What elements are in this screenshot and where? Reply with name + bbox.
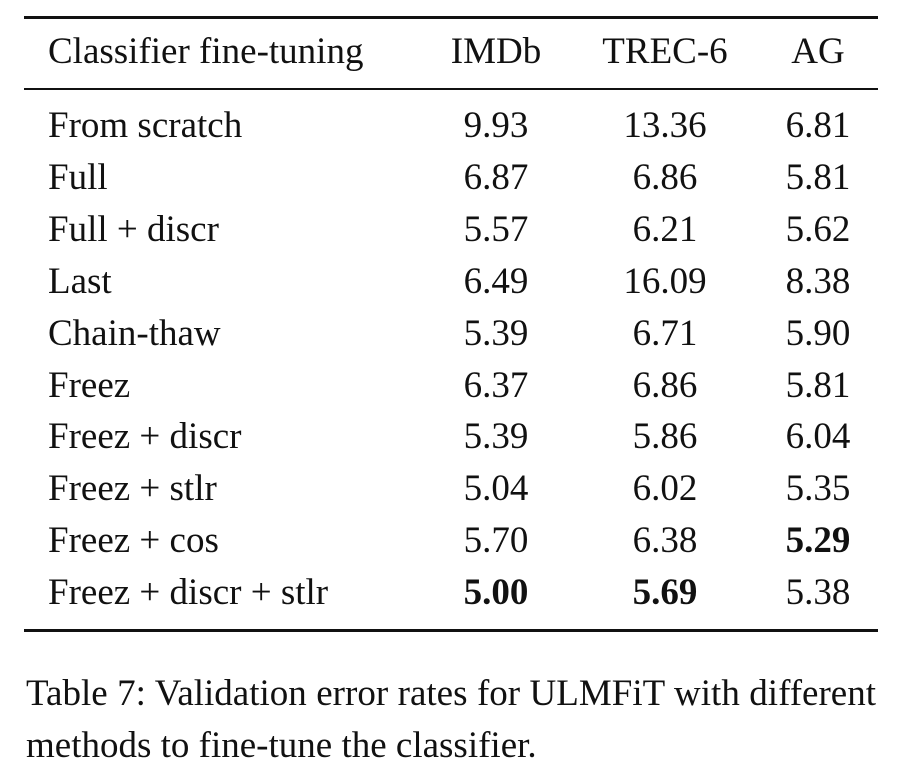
table-bottom-rule bbox=[24, 629, 878, 632]
table-header-rule bbox=[24, 88, 878, 90]
table-row: Full + discr 5.57 6.21 5.62 bbox=[0, 204, 902, 256]
cell-trec6: 6.02 bbox=[632, 468, 698, 510]
table-header-row: Classifier fine-tuning IMDb TREC-6 AG bbox=[0, 26, 902, 78]
header-imdb: IMDb bbox=[450, 31, 542, 72]
cell-imdb: 5.04 bbox=[463, 468, 529, 510]
table-row: From scratch 9.93 13.36 6.81 bbox=[0, 100, 902, 152]
cell-trec6: 6.38 bbox=[632, 520, 698, 562]
cell-ag: 5.62 bbox=[785, 208, 851, 250]
cell-ag: 8.38 bbox=[785, 260, 851, 302]
row-method-label: Freez + discr + stlr bbox=[48, 572, 329, 614]
cell-trec6: 6.86 bbox=[632, 364, 698, 406]
cell-imdb: 5.00 bbox=[463, 572, 529, 614]
table-row: Freez + discr + stlr 5.00 5.69 5.38 bbox=[0, 567, 902, 619]
cell-imdb: 9.93 bbox=[463, 105, 529, 146]
cell-ag: 6.81 bbox=[785, 105, 851, 146]
table-row: Freez + stlr 5.04 6.02 5.35 bbox=[0, 463, 902, 515]
cell-imdb: 6.87 bbox=[463, 156, 529, 198]
table-row: Full 6.87 6.86 5.81 bbox=[0, 152, 902, 204]
table-row: Freez + discr 5.39 5.86 6.04 bbox=[0, 411, 902, 463]
cell-trec6: 13.36 bbox=[623, 105, 707, 146]
cell-imdb: 5.70 bbox=[463, 520, 529, 562]
cell-ag: 5.38 bbox=[785, 572, 851, 614]
cell-ag: 5.29 bbox=[785, 520, 851, 562]
cell-imdb: 6.37 bbox=[463, 364, 529, 406]
row-method-label: Freez bbox=[48, 364, 131, 406]
cell-trec6: 6.71 bbox=[632, 312, 698, 354]
cell-trec6: 6.86 bbox=[632, 156, 698, 198]
table-caption: Table 7: Validation error rates for ULMF… bbox=[26, 673, 876, 766]
cell-trec6: 16.09 bbox=[623, 260, 707, 302]
table-row: Freez + cos 5.70 6.38 5.29 bbox=[0, 515, 902, 567]
cell-ag: 5.81 bbox=[785, 364, 851, 406]
cell-imdb: 6.49 bbox=[463, 260, 529, 302]
table-row: Chain-thaw 5.39 6.71 5.90 bbox=[0, 308, 902, 360]
header-trec6: TREC-6 bbox=[602, 31, 728, 72]
cell-ag: 5.90 bbox=[785, 312, 851, 354]
table-row: Freez 6.37 6.86 5.81 bbox=[0, 360, 902, 412]
cell-trec6: 5.69 bbox=[632, 572, 698, 614]
cell-ag: 5.35 bbox=[785, 468, 851, 510]
row-method-label: From scratch bbox=[48, 105, 243, 146]
row-method-label: Full bbox=[48, 156, 108, 198]
cell-ag: 6.04 bbox=[785, 416, 851, 458]
table-top-rule bbox=[24, 16, 878, 19]
cell-trec6: 5.86 bbox=[632, 416, 698, 458]
row-method-label: Freez + discr bbox=[48, 416, 242, 458]
row-method-label: Freez + cos bbox=[48, 520, 219, 562]
row-method-label: Full + discr bbox=[48, 208, 219, 250]
cell-imdb: 5.39 bbox=[463, 312, 529, 354]
header-ag: AG bbox=[791, 31, 845, 72]
row-method-label: Chain-thaw bbox=[48, 312, 221, 354]
row-method-label: Last bbox=[48, 260, 112, 302]
cell-imdb: 5.57 bbox=[463, 208, 529, 250]
header-method: Classifier fine-tuning bbox=[48, 31, 364, 72]
cell-ag: 5.81 bbox=[785, 156, 851, 198]
row-method-label: Freez + stlr bbox=[48, 468, 217, 510]
table-row: Last 6.49 16.09 8.38 bbox=[0, 256, 902, 308]
cell-trec6: 6.21 bbox=[632, 208, 698, 250]
cell-imdb: 5.39 bbox=[463, 416, 529, 458]
